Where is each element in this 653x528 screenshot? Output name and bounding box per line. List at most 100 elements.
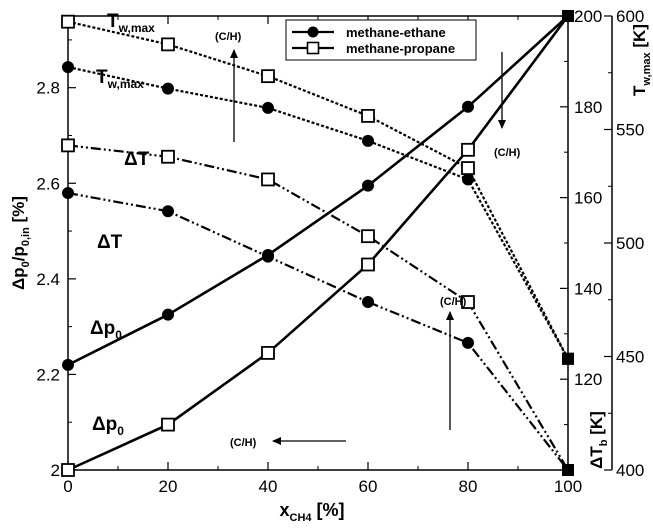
data-point-circle <box>362 179 374 192</box>
right-inner-tick-label: 180 <box>574 98 602 117</box>
trend-arrow-label: (C/H) <box>440 296 467 308</box>
data-point-endpoint <box>562 464 574 476</box>
right-outer-tick-label: 500 <box>616 234 644 253</box>
data-point-square <box>61 463 75 477</box>
legend-label: methane-ethane <box>346 25 446 40</box>
label-part: CH4 <box>290 512 313 524</box>
label-part: 0 <box>115 328 122 342</box>
right-outer-tick-label: 600 <box>616 7 644 26</box>
label-part: w,max <box>641 51 653 86</box>
legend-marker-square <box>306 41 320 55</box>
label-part: /p <box>9 246 28 261</box>
series-line-ΔT-methane-ethane <box>67 191 569 471</box>
x-tick-label: 20 <box>159 477 178 496</box>
right-outer-tick-label: 400 <box>616 461 644 480</box>
label-part: 0 <box>117 424 124 438</box>
data-point-circle <box>162 205 174 218</box>
trend-arrow-label: (C/H) <box>230 437 257 449</box>
label-part: ΔT <box>587 446 606 469</box>
series-line-Tw,max-methane-propane <box>67 20 569 360</box>
data-point-circle <box>262 101 274 114</box>
data-point-circle <box>162 308 174 321</box>
label-part: T <box>630 85 649 96</box>
right-inner-axis-label: ΔTb [K] <box>587 411 610 469</box>
x-tick-label: 0 <box>63 477 72 496</box>
data-point-endpoint <box>562 352 574 365</box>
left-tick-label: 2.8 <box>36 79 60 98</box>
data-point-square <box>61 14 75 29</box>
x-tick-label: 60 <box>359 477 378 496</box>
left-tick-label: 2.4 <box>36 270 60 289</box>
data-point-square <box>161 149 175 164</box>
label-part: 0 <box>20 261 32 267</box>
left-axis-label: Δp0/p0,in [%] <box>9 196 32 290</box>
trend-arrow-label: (C/H) <box>494 147 521 159</box>
series-line-ΔT-methane-propane <box>67 144 569 471</box>
data-point-square <box>461 142 475 157</box>
label-part: Δp <box>92 414 117 435</box>
series-line-Δp0-methane-ethane <box>67 15 569 367</box>
right-inner-tick-label: 200 <box>574 7 602 26</box>
right-inner-tick-label: 160 <box>574 189 602 208</box>
curve-annotation: Tw,max <box>96 67 144 91</box>
data-point-circle <box>62 187 74 200</box>
data-point-square <box>161 417 175 432</box>
right-outer-tick-label: 450 <box>616 348 644 367</box>
data-point-square <box>261 346 275 360</box>
data-point-square <box>361 229 375 244</box>
data-point-circle <box>262 248 274 261</box>
data-point-square <box>261 172 275 187</box>
label-part: Δp <box>90 318 115 339</box>
left-tick-label: 2.6 <box>36 174 60 193</box>
label-part: w,max <box>118 21 156 35</box>
data-point-circle <box>362 134 374 147</box>
legend-marker-circle <box>307 26 319 38</box>
data-point-endpoint <box>562 10 574 22</box>
data-point-square <box>261 69 275 84</box>
data-point-square <box>461 161 475 175</box>
data-point-circle <box>162 82 174 95</box>
right-inner-tick-label: 140 <box>574 279 602 298</box>
right-outer-axis-label: Tw,max [K] <box>630 24 653 96</box>
data-point-square <box>461 295 475 309</box>
label-part: 0,in <box>20 227 32 246</box>
trend-arrow-label: (C/H) <box>215 31 242 43</box>
data-point-circle <box>62 61 74 74</box>
label-part: T <box>96 67 108 88</box>
label-part: Δp <box>9 267 28 290</box>
label-part: [%] <box>312 500 345 520</box>
right-outer-tick-label: 550 <box>616 121 644 140</box>
data-point-square <box>361 108 375 123</box>
x-tick-label: 40 <box>259 477 278 496</box>
curve-annotation: ΔT <box>124 149 150 170</box>
label-part: ΔT <box>97 232 123 253</box>
curve-annotation: ΔT <box>97 232 123 253</box>
x-tick-label: 100 <box>554 477 582 496</box>
label-part: [K] <box>630 24 649 52</box>
legend-label: methane-propane <box>346 41 455 56</box>
data-point-circle <box>462 100 474 113</box>
data-point-square <box>161 37 175 52</box>
curve-annotation: Δp0 <box>92 414 124 438</box>
label-part: [K] <box>587 411 606 439</box>
curve-annotation: Δp0 <box>90 318 122 342</box>
series-line-Δp0-methane-propane <box>67 15 570 472</box>
data-point-square <box>361 257 375 272</box>
left-tick-label: 2.2 <box>36 365 60 384</box>
data-point-circle <box>362 296 374 309</box>
series-line-Tw,max-methane-ethane <box>67 65 569 360</box>
data-point-circle <box>62 358 74 371</box>
label-part: b <box>598 439 610 446</box>
data-point-circle <box>462 173 474 186</box>
label-part: [%] <box>9 196 28 227</box>
label-part: w,max <box>107 77 145 91</box>
x-tick-label: 80 <box>459 477 478 496</box>
x-axis-label: xCH4 [%] <box>279 500 344 524</box>
label-part: T <box>107 11 119 32</box>
left-tick-label: 2 <box>51 461 60 480</box>
data-point-square <box>61 138 75 153</box>
label-part: x <box>279 500 289 520</box>
label-part: ΔT <box>124 149 150 170</box>
